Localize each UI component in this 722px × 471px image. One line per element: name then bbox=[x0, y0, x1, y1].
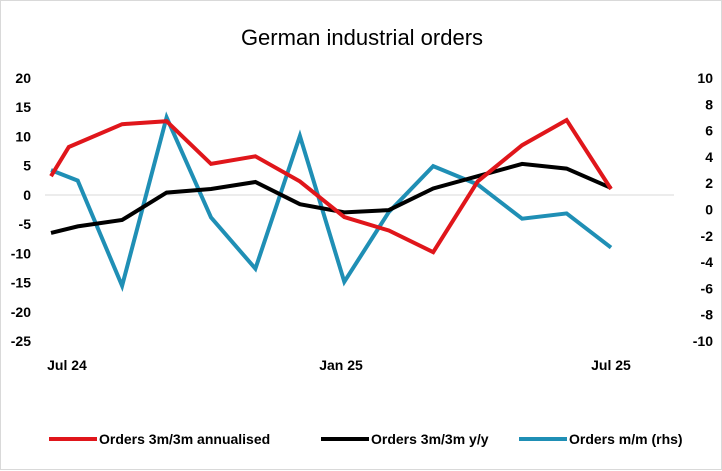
left-axis-tick: 10 bbox=[15, 128, 31, 144]
left-axis-tick: -20 bbox=[11, 304, 31, 320]
right-axis-tick: -4 bbox=[701, 254, 714, 270]
series-line bbox=[50, 161, 612, 235]
x-axis-tick: Jul 25 bbox=[591, 357, 631, 373]
right-axis-tick: 4 bbox=[705, 149, 713, 165]
right-axis-tick: -2 bbox=[701, 228, 714, 244]
left-axis-tick: 15 bbox=[15, 99, 31, 115]
left-axis-tick: 0 bbox=[23, 187, 31, 203]
right-axis: 10 8 6 4 2 0 -2 -4 -6 -8 -10 bbox=[693, 70, 713, 349]
right-axis-tick: -10 bbox=[693, 333, 713, 349]
right-axis-tick: 10 bbox=[697, 70, 713, 86]
left-axis-tick: 20 bbox=[15, 70, 31, 86]
chart-title: German industrial orders bbox=[241, 25, 483, 50]
left-axis-tick: -10 bbox=[11, 245, 31, 261]
left-axis: 20 15 10 5 0 -5 -10 -15 -20 -25 bbox=[11, 70, 31, 349]
legend-label: Orders 3m/3m y/y bbox=[371, 431, 489, 447]
left-axis-tick: -5 bbox=[19, 216, 32, 232]
series-line bbox=[49, 117, 613, 255]
right-axis-tick: 6 bbox=[705, 123, 713, 139]
x-axis: Jul 24 Jan 25 Jul 25 bbox=[47, 357, 631, 373]
left-axis-tick: -25 bbox=[11, 333, 31, 349]
right-axis-tick: 2 bbox=[705, 175, 713, 191]
right-axis-tick: -8 bbox=[701, 307, 714, 323]
right-axis-tick: 0 bbox=[705, 202, 713, 218]
x-axis-tick: Jul 24 bbox=[47, 357, 87, 373]
x-axis-tick: Jan 25 bbox=[319, 357, 363, 373]
legend-label: Orders m/m (rhs) bbox=[569, 431, 683, 447]
left-axis-tick: -15 bbox=[11, 275, 31, 291]
left-axis-tick: 5 bbox=[23, 158, 31, 174]
series-layer bbox=[49, 111, 613, 292]
right-axis-tick: -6 bbox=[701, 280, 714, 296]
legend-label: Orders 3m/3m annualised bbox=[99, 431, 270, 447]
right-axis-tick: 8 bbox=[705, 96, 713, 112]
legend: Orders 3m/3m annualised Orders 3m/3m y/y O… bbox=[49, 431, 683, 447]
